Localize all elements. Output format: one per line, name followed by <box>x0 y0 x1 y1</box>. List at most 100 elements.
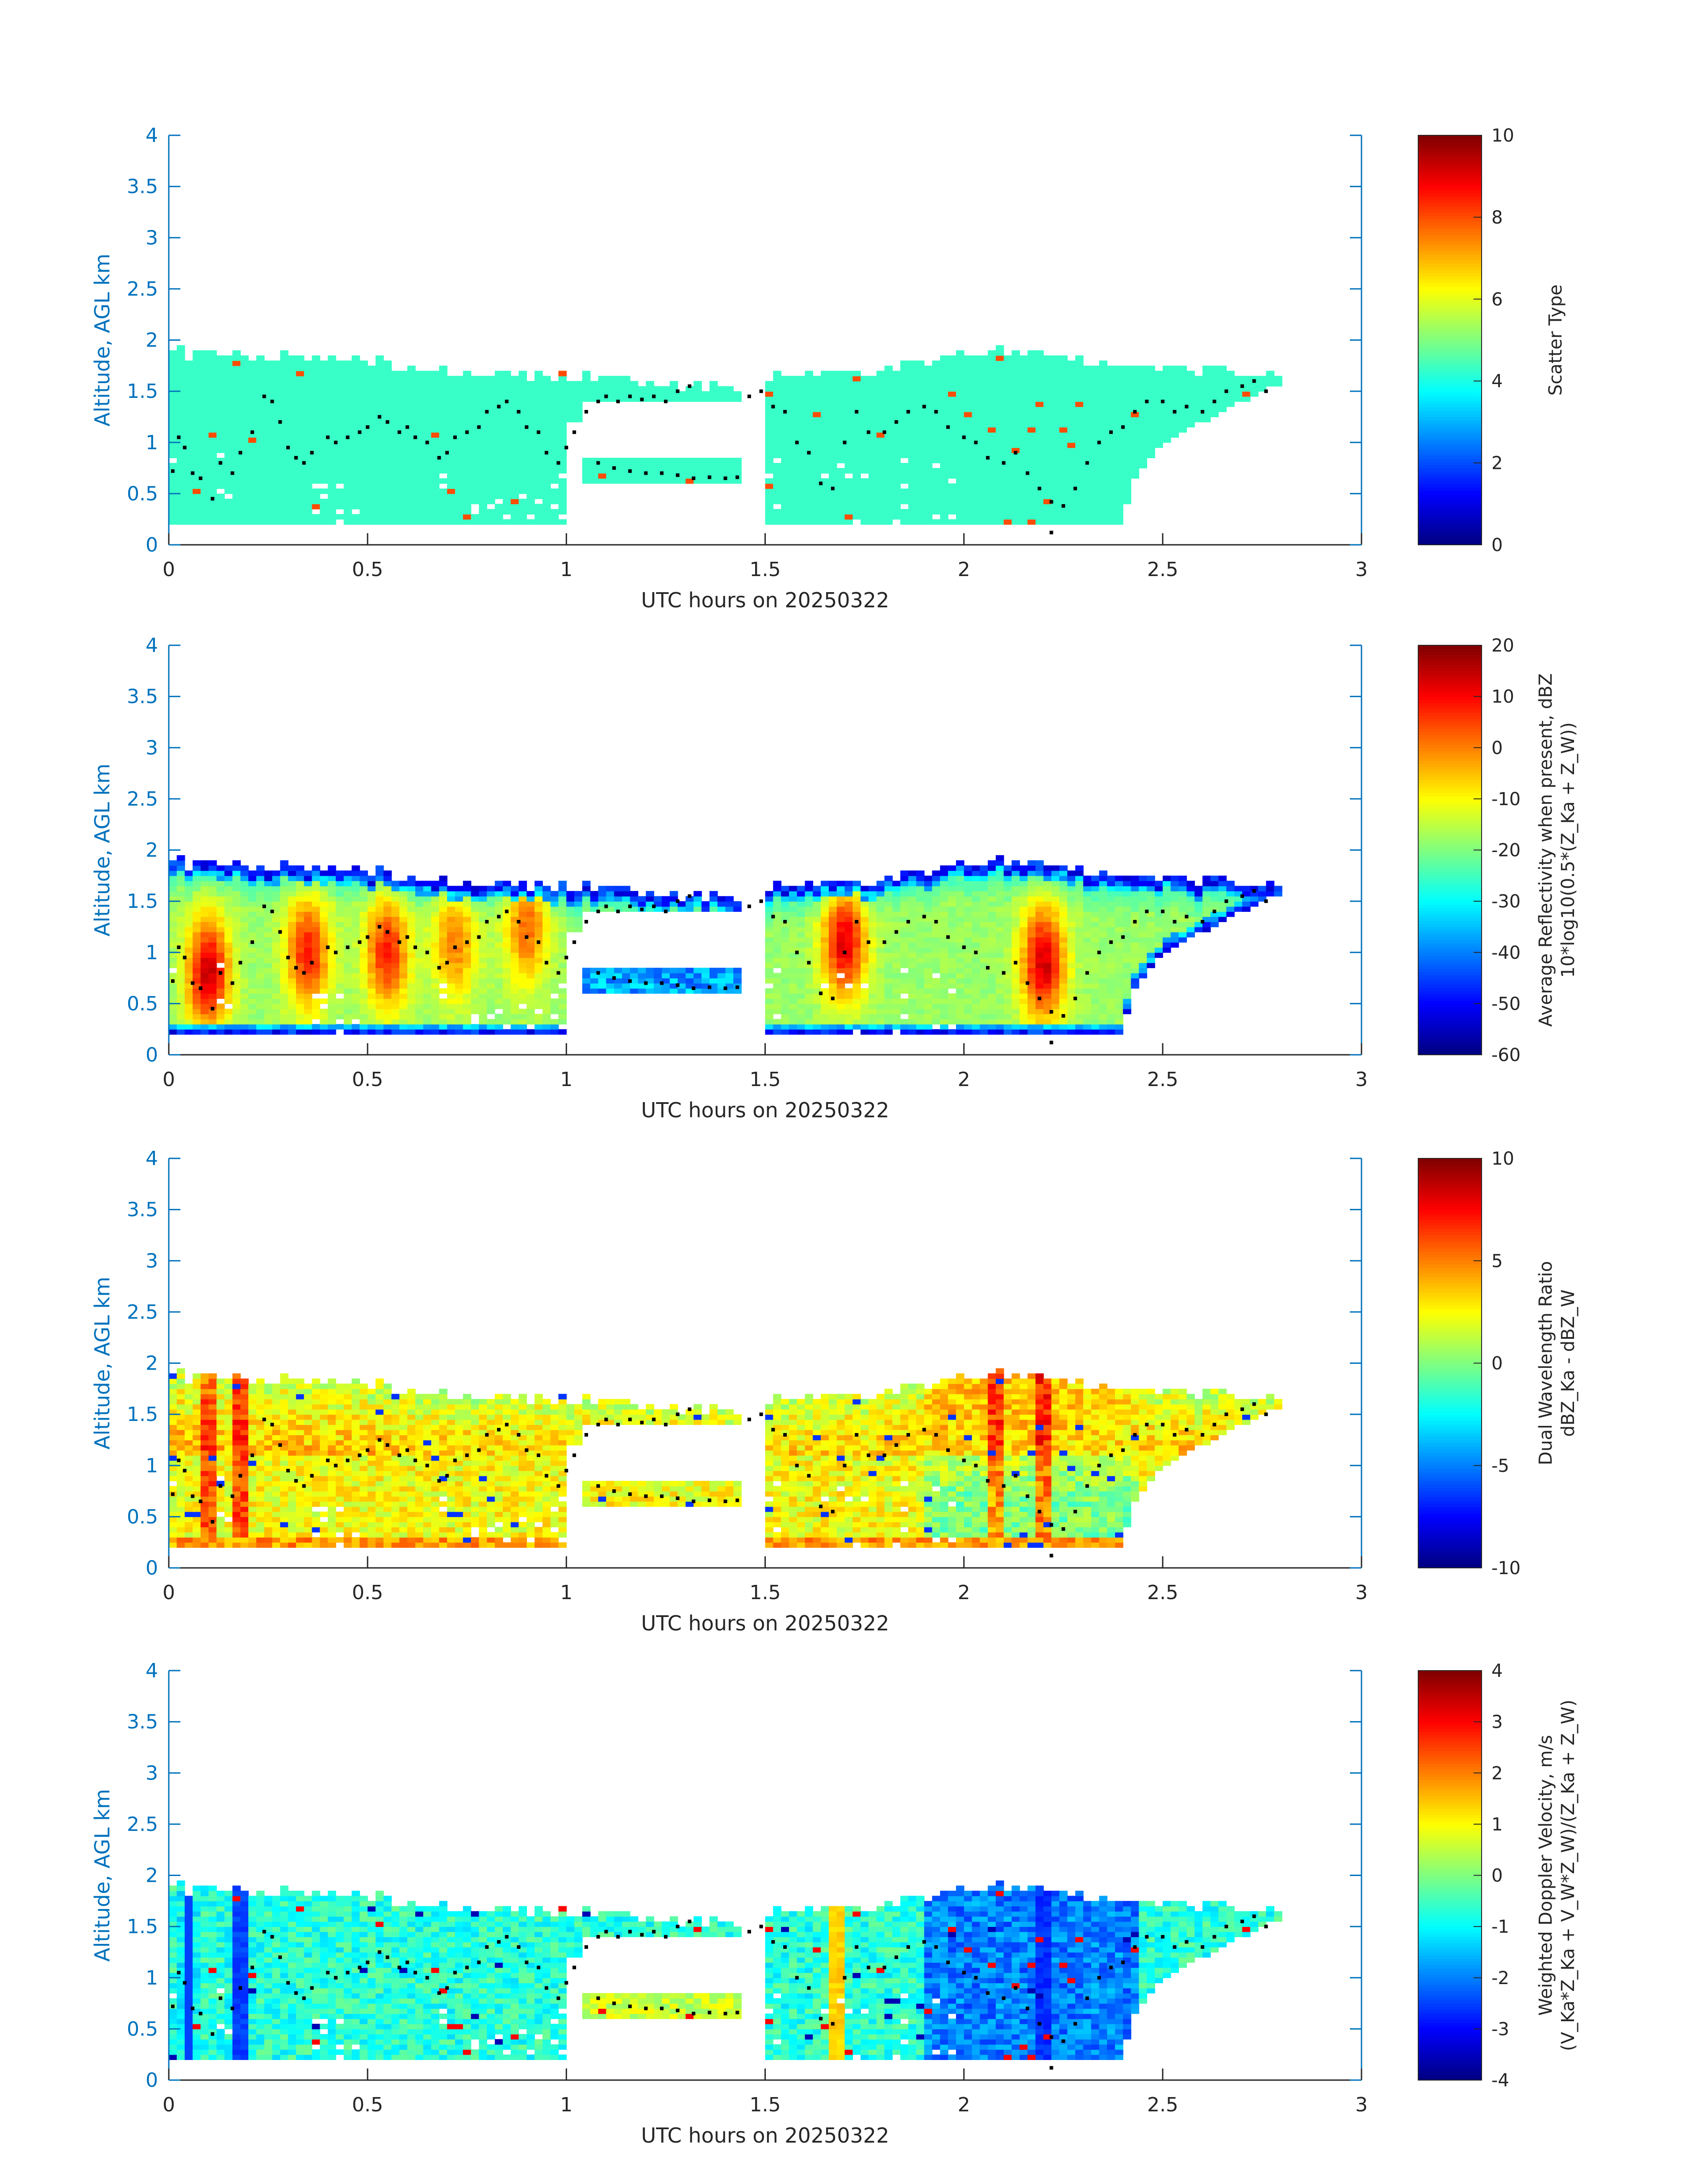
heatmap-cell <box>335 870 344 876</box>
heatmap-cell <box>797 504 806 510</box>
heatmap-cell <box>376 514 384 520</box>
heatmap-cell <box>598 458 607 464</box>
heatmap-cell <box>1019 365 1028 372</box>
heatmap-cell <box>924 493 933 499</box>
heatmap-cell <box>566 391 575 397</box>
heatmap-cell <box>892 422 901 428</box>
heatmap-cell <box>328 447 336 453</box>
heatmap-cell <box>852 371 861 376</box>
heatmap-cell <box>264 881 273 886</box>
heatmap-cell <box>948 371 956 376</box>
heatmap-cell <box>995 493 1004 499</box>
heatmap-cell <box>376 865 384 871</box>
heatmap-cell <box>518 412 527 418</box>
heatmap-cell <box>709 458 718 464</box>
heatmap-cell <box>813 463 821 468</box>
heatmap-cell <box>876 504 885 510</box>
heatmap-cell <box>662 396 670 402</box>
heatmap-cell <box>200 947 209 953</box>
heatmap-cell <box>312 381 321 387</box>
heatmap-cell <box>407 447 416 453</box>
heatmap-cell <box>1099 365 1107 372</box>
heatmap-cell <box>789 504 798 510</box>
heatmap-cell <box>209 952 217 958</box>
heatmap-cell <box>1131 412 1140 418</box>
heatmap-cell <box>1019 355 1028 361</box>
heatmap-cell <box>169 916 177 922</box>
heatmap-cell <box>1035 422 1044 428</box>
heatmap-cell <box>1051 509 1060 515</box>
heatmap-cell <box>471 519 480 525</box>
heatmap-cell <box>455 993 464 999</box>
heatmap-cell <box>447 519 455 525</box>
heatmap-cell <box>272 396 281 402</box>
heatmap-cell <box>797 463 806 468</box>
heatmap-cell <box>216 865 225 871</box>
heatmap-cell <box>1178 381 1187 387</box>
heatmap-cell <box>1043 427 1052 433</box>
heatmap-cell <box>439 381 447 387</box>
heatmap-cell <box>240 932 249 938</box>
heatmap-cell <box>542 396 551 402</box>
heatmap-cell <box>304 509 313 515</box>
colorbar-step <box>1418 314 1482 318</box>
heatmap-cell <box>550 442 559 448</box>
heatmap-cell <box>232 355 241 361</box>
heatmap-cell <box>264 968 273 974</box>
heatmap-cell <box>376 891 384 897</box>
heatmap-cell <box>813 396 821 402</box>
heatmap-cell <box>335 447 344 453</box>
heatmap-cell <box>495 901 503 907</box>
heatmap-cell <box>948 483 956 489</box>
heatmap-cell <box>1067 386 1076 392</box>
heatmap-cell <box>463 381 472 387</box>
heatmap-cell <box>542 376 551 381</box>
heatmap-cell <box>789 422 798 428</box>
heatmap-cell <box>415 452 424 458</box>
heatmap-cell <box>1099 498 1107 505</box>
heatmap-cell <box>423 468 432 474</box>
heatmap-cell <box>526 468 535 474</box>
heatmap-cell <box>439 509 447 515</box>
heatmap-cell <box>932 432 940 438</box>
heatmap-cell <box>272 498 281 505</box>
heatmap-cell <box>335 988 344 994</box>
heatmap-cell <box>415 947 424 953</box>
heatmap-cell <box>471 447 480 453</box>
heatmap-cell <box>1067 519 1076 525</box>
heatmap-cell <box>1027 401 1036 407</box>
heatmap-cell <box>423 952 432 958</box>
heatmap-cell <box>916 509 925 515</box>
heatmap-cell <box>288 886 296 891</box>
heatmap-cell <box>232 422 241 428</box>
heatmap-cell <box>192 911 201 917</box>
heatmap-cell <box>176 855 185 861</box>
heatmap-cell <box>224 865 233 871</box>
heatmap-cell <box>304 1003 313 1009</box>
heatmap-cell <box>463 906 472 912</box>
heatmap-cell <box>908 452 917 458</box>
heatmap-cell <box>1155 417 1163 422</box>
heatmap-cell <box>376 875 384 882</box>
heatmap-cell <box>1075 437 1084 443</box>
colorbar-step <box>1418 180 1482 184</box>
heatmap-cell <box>1035 509 1044 515</box>
heatmap-cell <box>423 386 432 392</box>
heatmap-cell <box>351 488 360 494</box>
heatmap-cell <box>296 1024 305 1030</box>
heatmap-cell <box>169 412 177 418</box>
heatmap-cell <box>240 498 249 505</box>
heatmap-cell <box>495 391 503 397</box>
heatmap-cell <box>669 381 678 387</box>
heatmap-cell <box>224 901 233 907</box>
heatmap-cell <box>184 922 193 928</box>
heatmap-cell <box>876 458 885 464</box>
heatmap-cell <box>638 478 647 484</box>
heatmap-cell <box>797 488 806 494</box>
heatmap-cell <box>169 1019 177 1025</box>
heatmap-cell <box>463 1029 472 1035</box>
heatmap-cell <box>415 927 424 932</box>
heatmap-cell <box>200 427 209 433</box>
colorbar-step <box>1418 164 1482 168</box>
heatmap-cell <box>376 952 384 958</box>
